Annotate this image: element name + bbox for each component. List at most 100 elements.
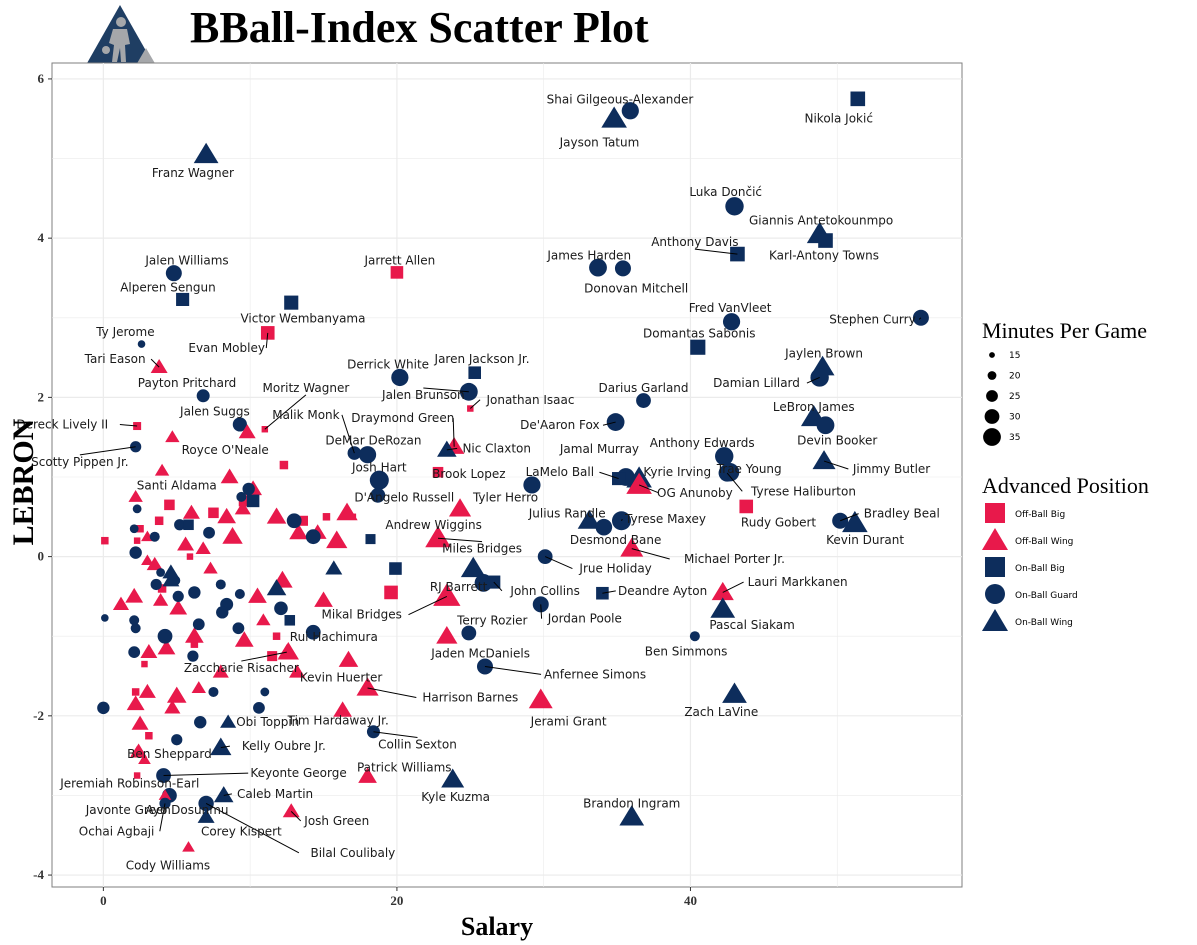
label-leader-line <box>602 421 616 426</box>
point-label: Tyler Herro <box>472 491 538 505</box>
player-point <box>137 340 146 348</box>
scatter-point <box>267 651 278 662</box>
player-point <box>278 644 296 659</box>
player-point <box>537 549 553 565</box>
y-tick-label: -4 <box>33 867 44 882</box>
label-leader-line <box>544 556 573 570</box>
point-label: Anthony Davis <box>651 235 738 249</box>
player-point <box>595 518 613 536</box>
player-point <box>158 789 172 800</box>
leader-lines <box>79 248 922 854</box>
point-label: Nic Claxton <box>462 441 531 455</box>
legend-position-key <box>985 557 1005 577</box>
player-point <box>358 446 377 464</box>
scatter-point <box>138 753 151 765</box>
label-leader-line <box>373 731 418 738</box>
grid-lines <box>52 63 962 887</box>
scatter-point <box>325 560 343 575</box>
point-label: Draymond Green <box>351 411 454 425</box>
y-tick-label: 4 <box>38 230 45 245</box>
point-label: Michael Porter Jr. <box>684 552 785 566</box>
point-label: Josh Hart <box>351 460 407 474</box>
label-leader-line <box>602 590 616 594</box>
legend-size-key <box>986 390 998 402</box>
point-label: Andrew Wiggins <box>385 518 481 532</box>
scatter-point <box>322 513 331 521</box>
x-tick-label: 40 <box>684 893 697 908</box>
legend-position-item: Off-Ball Wing <box>982 528 1073 550</box>
player-point <box>614 260 631 277</box>
player-point <box>461 625 477 641</box>
player-point <box>196 389 210 403</box>
point-label: Kevin Huerter <box>300 671 383 685</box>
label-leader-line <box>452 418 455 447</box>
point-label: James Harden <box>546 249 631 263</box>
player-point <box>626 472 652 494</box>
scatter-point <box>234 501 251 515</box>
point-label: Dereck Lively II <box>16 417 108 431</box>
legend-position-item: On-Ball Big <box>985 557 1065 577</box>
scatter-point <box>152 593 169 606</box>
point-label: Jalen Brunson <box>381 388 465 402</box>
player-point <box>441 768 465 788</box>
legend-size-title: Minutes Per Game <box>982 318 1147 343</box>
label-leader-line <box>223 793 232 796</box>
legend-size-label: 30 <box>1009 413 1021 423</box>
player-point <box>369 470 389 490</box>
scatter-point <box>314 591 333 607</box>
point-label: Keyonte George <box>250 766 346 780</box>
legend-position-item: On-Ball Guard <box>985 584 1078 604</box>
point-label: Julius Randle <box>528 507 606 521</box>
scatter-point <box>149 531 160 542</box>
scatter-point <box>177 536 195 551</box>
scatter-point <box>125 587 144 603</box>
player-point <box>690 339 706 355</box>
point-label: Jarrett Allen <box>363 253 435 267</box>
label-leader-line <box>265 332 269 349</box>
legend-size-key <box>989 352 995 358</box>
label-leader-line <box>119 423 138 427</box>
player-point <box>621 102 639 120</box>
point-label: Shai Gilgeous-Alexander <box>547 93 694 107</box>
player-point <box>433 583 461 606</box>
scatter-point <box>326 530 348 549</box>
y-tick-label: 0 <box>38 549 45 564</box>
point-label: Tyrese Haliburton <box>750 484 856 498</box>
label-leader-line <box>722 581 744 593</box>
label-leader-line <box>484 665 542 675</box>
point-label: Moritz Wagner <box>263 381 350 395</box>
scatter-point <box>129 615 140 626</box>
legend-size-key <box>984 409 1000 424</box>
label-leader-line <box>367 687 417 699</box>
scatter-point <box>162 564 180 579</box>
scatter-point <box>234 631 254 647</box>
axis-ticks: 0 20 40 -4 -2 0 2 4 6 <box>33 71 697 908</box>
scatter-point <box>289 664 306 678</box>
legend-position-label: On-Ball Guard <box>1015 591 1078 601</box>
point-label: Jayson Tatum <box>559 136 640 150</box>
label-leader-line <box>621 518 623 522</box>
scatter-point <box>389 562 402 575</box>
scatter-point <box>131 715 149 730</box>
point-label: Jaren Jackson Jr. <box>434 352 530 366</box>
point-label: Anfernee Simons <box>544 667 646 681</box>
point-label: Lauri Markkanen <box>748 575 848 589</box>
scatter-point <box>222 526 243 544</box>
player-point <box>715 447 734 466</box>
player-point <box>425 526 451 548</box>
scatter-point <box>132 504 142 514</box>
player-point <box>711 581 734 601</box>
legend-position-key <box>985 503 1005 523</box>
scatter-point <box>284 615 296 626</box>
player-point <box>589 258 607 277</box>
point-label: Anthony Edwards <box>650 436 755 450</box>
point-label: Rui Hachimura <box>290 630 378 644</box>
legend-position-label: Off-Ball Big <box>1015 510 1065 520</box>
player-point <box>193 142 219 164</box>
point-label: Jrue Holiday <box>578 562 651 576</box>
point-label: Ochai Agbaji <box>79 824 155 838</box>
legend-position-item: Off-Ball Big <box>985 503 1065 523</box>
scatter-point <box>190 640 199 648</box>
label-leader-line <box>79 446 136 456</box>
player-point <box>282 803 300 818</box>
